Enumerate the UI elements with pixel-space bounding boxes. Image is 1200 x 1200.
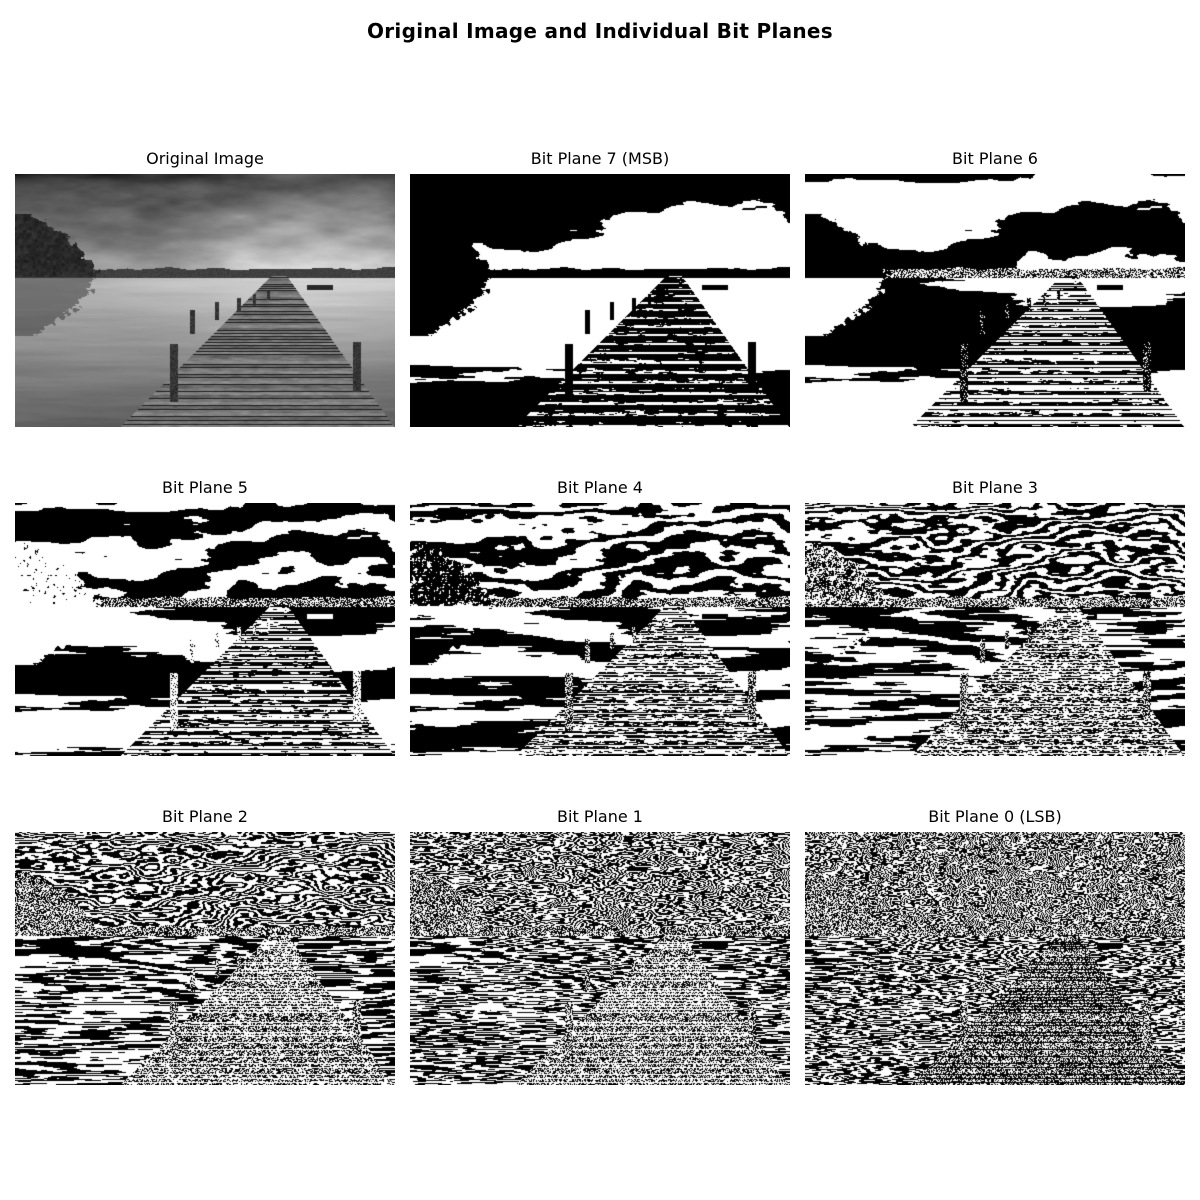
panel-title: Bit Plane 5 — [162, 478, 248, 497]
bit-plane-3-image — [805, 503, 1185, 756]
panel-title: Bit Plane 7 (MSB) — [530, 149, 670, 168]
bit-plane-7-image — [410, 174, 790, 427]
bit-plane-4-image — [410, 503, 790, 756]
panel-title: Bit Plane 6 — [952, 149, 1038, 168]
panel-title: Bit Plane 1 — [557, 807, 643, 826]
figure-title: Original Image and Individual Bit Planes — [366, 19, 834, 43]
bit-plane-2-image — [15, 832, 395, 1085]
bit-plane-0-image — [805, 832, 1185, 1085]
panel-title: Bit Plane 4 — [557, 478, 643, 497]
bit-plane-6-image — [805, 174, 1185, 427]
panel-title: Bit Plane 2 — [162, 807, 248, 826]
bit-plane-5-image — [15, 503, 395, 756]
original-image — [15, 174, 395, 427]
panel-title: Bit Plane 0 (LSB) — [928, 807, 1062, 826]
bit-plane-1-image — [410, 832, 790, 1085]
panel-title: Bit Plane 3 — [952, 478, 1038, 497]
panel-title: Original Image — [146, 149, 264, 168]
